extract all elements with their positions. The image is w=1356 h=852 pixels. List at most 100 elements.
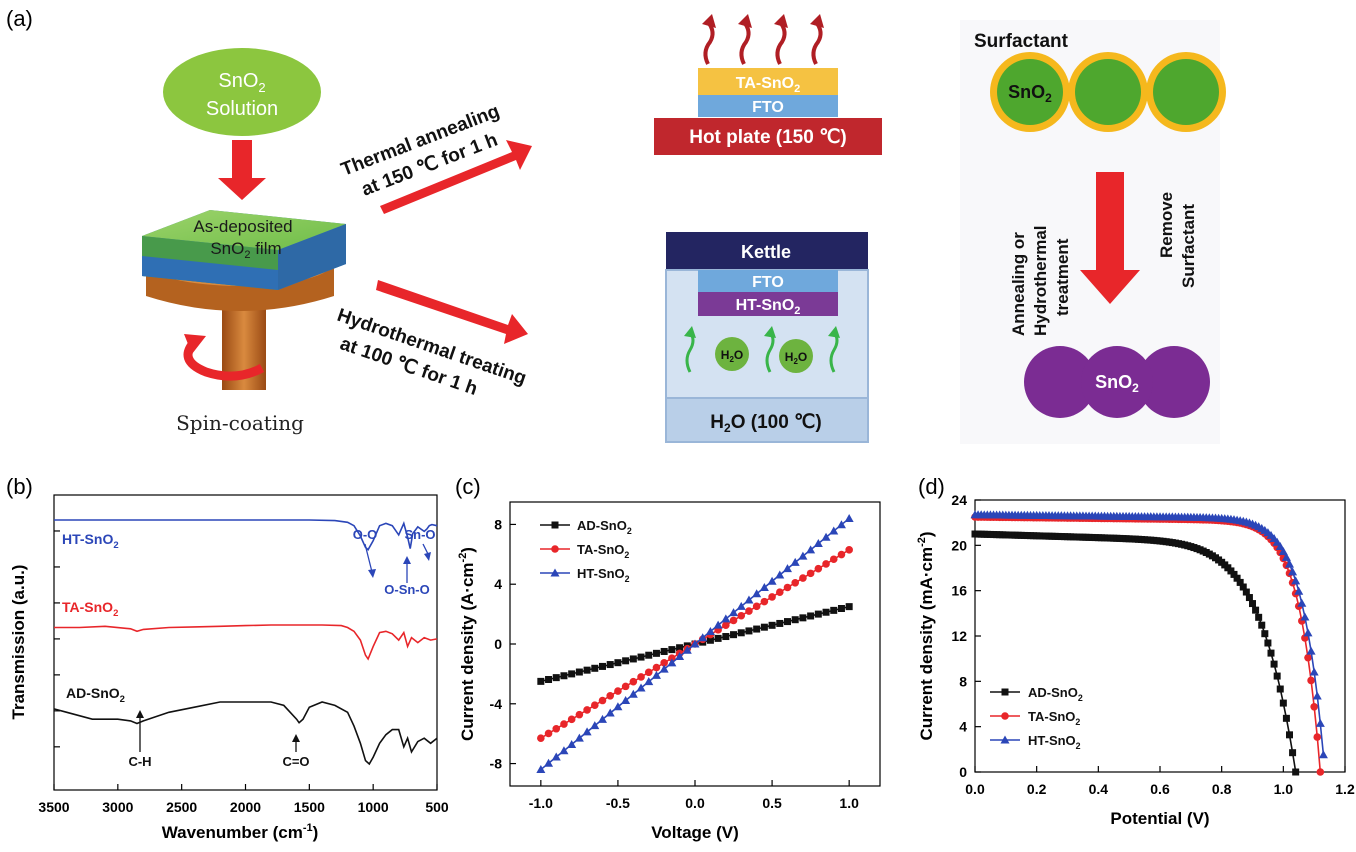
data-point	[567, 715, 576, 724]
svg-text:HT-SnO2: HT-SnO2	[736, 297, 801, 317]
y-tick-label: 16	[951, 583, 967, 599]
annotation-arrowhead	[424, 552, 431, 561]
data-point	[668, 646, 676, 654]
panel-label-b: (b)	[6, 474, 33, 499]
data-point	[799, 574, 807, 582]
data-point	[659, 664, 669, 673]
series-label: TA-SnO2	[62, 599, 118, 619]
data-point	[645, 651, 653, 659]
data-point	[845, 603, 853, 611]
spin-coater: As-deposited SnO2 film	[142, 210, 346, 390]
data-point	[667, 658, 677, 667]
data-point	[575, 668, 583, 676]
y-axis-label: Current density (mA·cm-2)	[916, 531, 936, 740]
svg-text:As-deposited: As-deposited	[193, 217, 292, 236]
data-point	[606, 661, 614, 669]
data-point	[760, 623, 768, 631]
data-point	[1306, 646, 1316, 655]
data-point	[1289, 749, 1297, 757]
series-label: HT-SnO2	[62, 531, 119, 551]
data-point	[813, 539, 823, 548]
x-axis-label: Voltage (V)	[651, 823, 739, 842]
x-tick-label: 1.2	[1335, 781, 1355, 797]
legend-marker	[551, 545, 559, 553]
y-axis-label: Transmission (a.u.)	[9, 565, 28, 720]
annotation-c-o: C=O	[282, 754, 309, 769]
data-point	[682, 645, 692, 654]
data-point	[729, 608, 739, 617]
data-point	[713, 620, 723, 629]
data-point	[637, 673, 645, 681]
data-point	[1276, 685, 1284, 693]
data-point	[1309, 667, 1319, 676]
x-tick-label: 3000	[102, 799, 133, 815]
x-tick-label: -1.0	[529, 795, 553, 811]
data-point	[621, 682, 630, 691]
sno2-solution-blob: SnO2 Solution	[163, 48, 321, 136]
data-point	[629, 677, 638, 686]
data-point	[1285, 559, 1294, 568]
x-tick-label: 0.4	[1089, 781, 1109, 797]
data-point	[722, 633, 730, 641]
svg-text:SnO2: SnO2	[1008, 82, 1052, 105]
data-point	[1230, 570, 1238, 578]
ftir-chart: 3500 3000 2500 2000 1500 1000 500 HT-SnO2 TA-Sn…	[9, 494, 449, 842]
data-point	[752, 602, 761, 611]
data-point	[1273, 672, 1281, 680]
data-point	[830, 606, 838, 614]
schematic-panel: SnO2 Solution As-deposited SnO2 film Spi…	[142, 14, 1226, 444]
data-point	[1282, 714, 1290, 722]
y-tick-label: 24	[951, 492, 967, 508]
remove-surfactant-label: Remove Surfactant	[1157, 192, 1198, 288]
jv-chart: 0.0 0.2 0.4 0.6 0.8 1.0 1.2 0 4 8 12 16 20 24 AD-SnO2…	[916, 492, 1355, 828]
data-point	[1249, 600, 1256, 608]
legend-marker	[550, 568, 560, 577]
data-point	[783, 564, 792, 573]
data-point	[698, 633, 708, 642]
data-point	[651, 670, 661, 679]
data-point	[783, 583, 792, 592]
svg-text:FTO: FTO	[752, 274, 784, 291]
data-point	[644, 668, 653, 677]
data-point	[652, 649, 660, 657]
data-point	[736, 601, 746, 610]
y-tick-label: 0	[494, 636, 502, 652]
data-point	[552, 674, 560, 682]
data-point	[1297, 598, 1307, 607]
data-point	[1261, 630, 1269, 638]
data-point	[837, 550, 846, 559]
data-point	[753, 625, 761, 633]
x-tick-label: 0.2	[1027, 781, 1047, 797]
data-point	[836, 520, 846, 529]
data-point	[1304, 653, 1312, 662]
legend-marker	[551, 521, 559, 529]
data-point	[1236, 578, 1244, 586]
data-point	[1288, 567, 1298, 576]
data-point	[752, 589, 762, 598]
iv-chart: -1.0 -0.5 0.0 0.5 1.0 -8 -4 0 4 8 AD-SnO2 TA-SnO2 H…	[457, 501, 881, 842]
data-point	[1242, 588, 1250, 596]
data-point	[1255, 613, 1263, 621]
svg-text:Annealing or: Annealing or	[1009, 232, 1028, 336]
data-point	[599, 662, 606, 670]
data-point	[590, 701, 599, 710]
annotation-arrow	[422, 543, 429, 555]
data-point	[629, 655, 637, 663]
annotation-arrowhead	[292, 734, 300, 742]
data-point	[1270, 660, 1278, 668]
data-point	[775, 570, 785, 579]
data-point	[1313, 733, 1322, 741]
data-point	[690, 639, 700, 648]
data-point	[844, 513, 854, 522]
data-point	[644, 677, 654, 686]
data-point	[798, 551, 808, 560]
legend-label: HT-SnO2	[1028, 733, 1081, 751]
series-line-tasno2	[54, 624, 438, 661]
svg-text:Surfactant: Surfactant	[1179, 204, 1198, 288]
legend-marker	[1000, 735, 1010, 744]
x-tick-label: 500	[425, 799, 449, 815]
svg-text:Solution: Solution	[206, 98, 278, 120]
x-tick-label: 3500	[38, 799, 69, 815]
legend-label: HT-SnO2	[577, 566, 630, 584]
x-tick-label: 2500	[166, 799, 197, 815]
